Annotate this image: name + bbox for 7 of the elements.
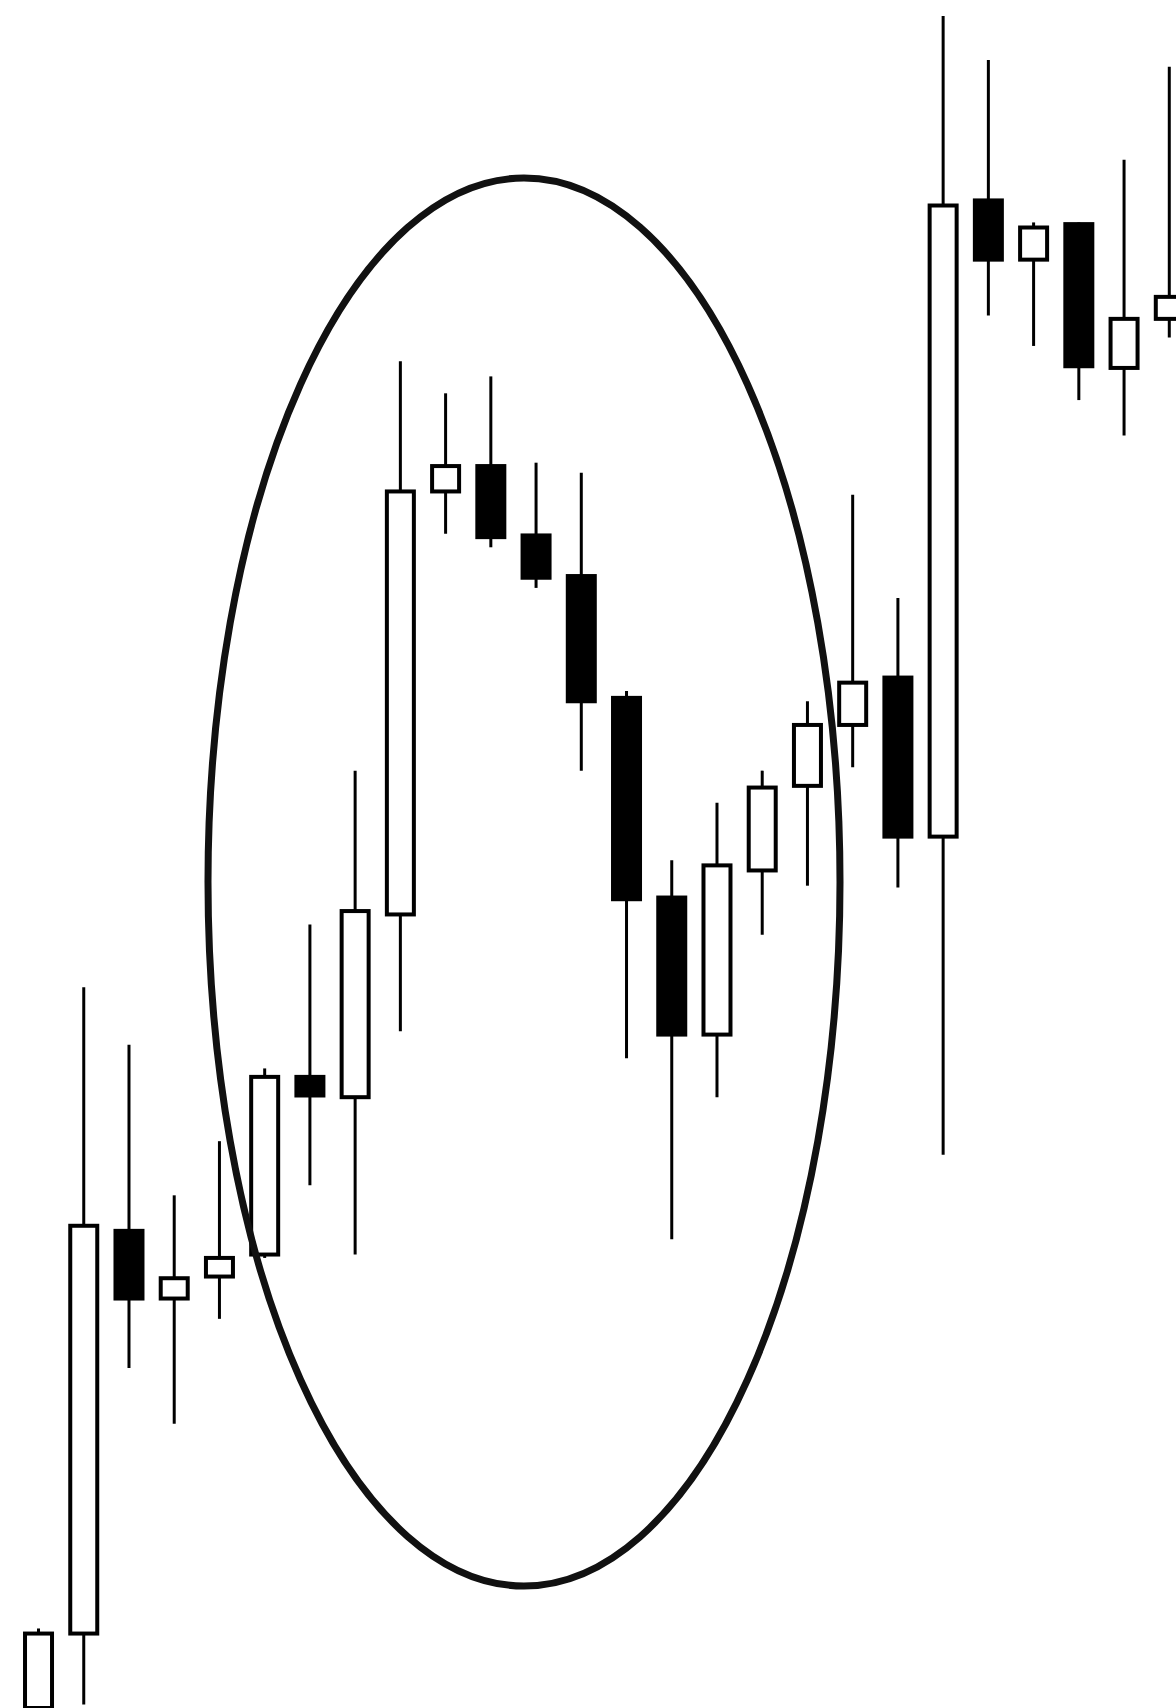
candlestick: [158, 1193, 190, 1426]
candlestick: [430, 391, 462, 536]
candlestick: [203, 1139, 235, 1321]
candlestick: [837, 493, 869, 769]
candlestick: [1018, 220, 1050, 348]
candlestick: [520, 461, 552, 590]
candlestick: [294, 923, 326, 1187]
